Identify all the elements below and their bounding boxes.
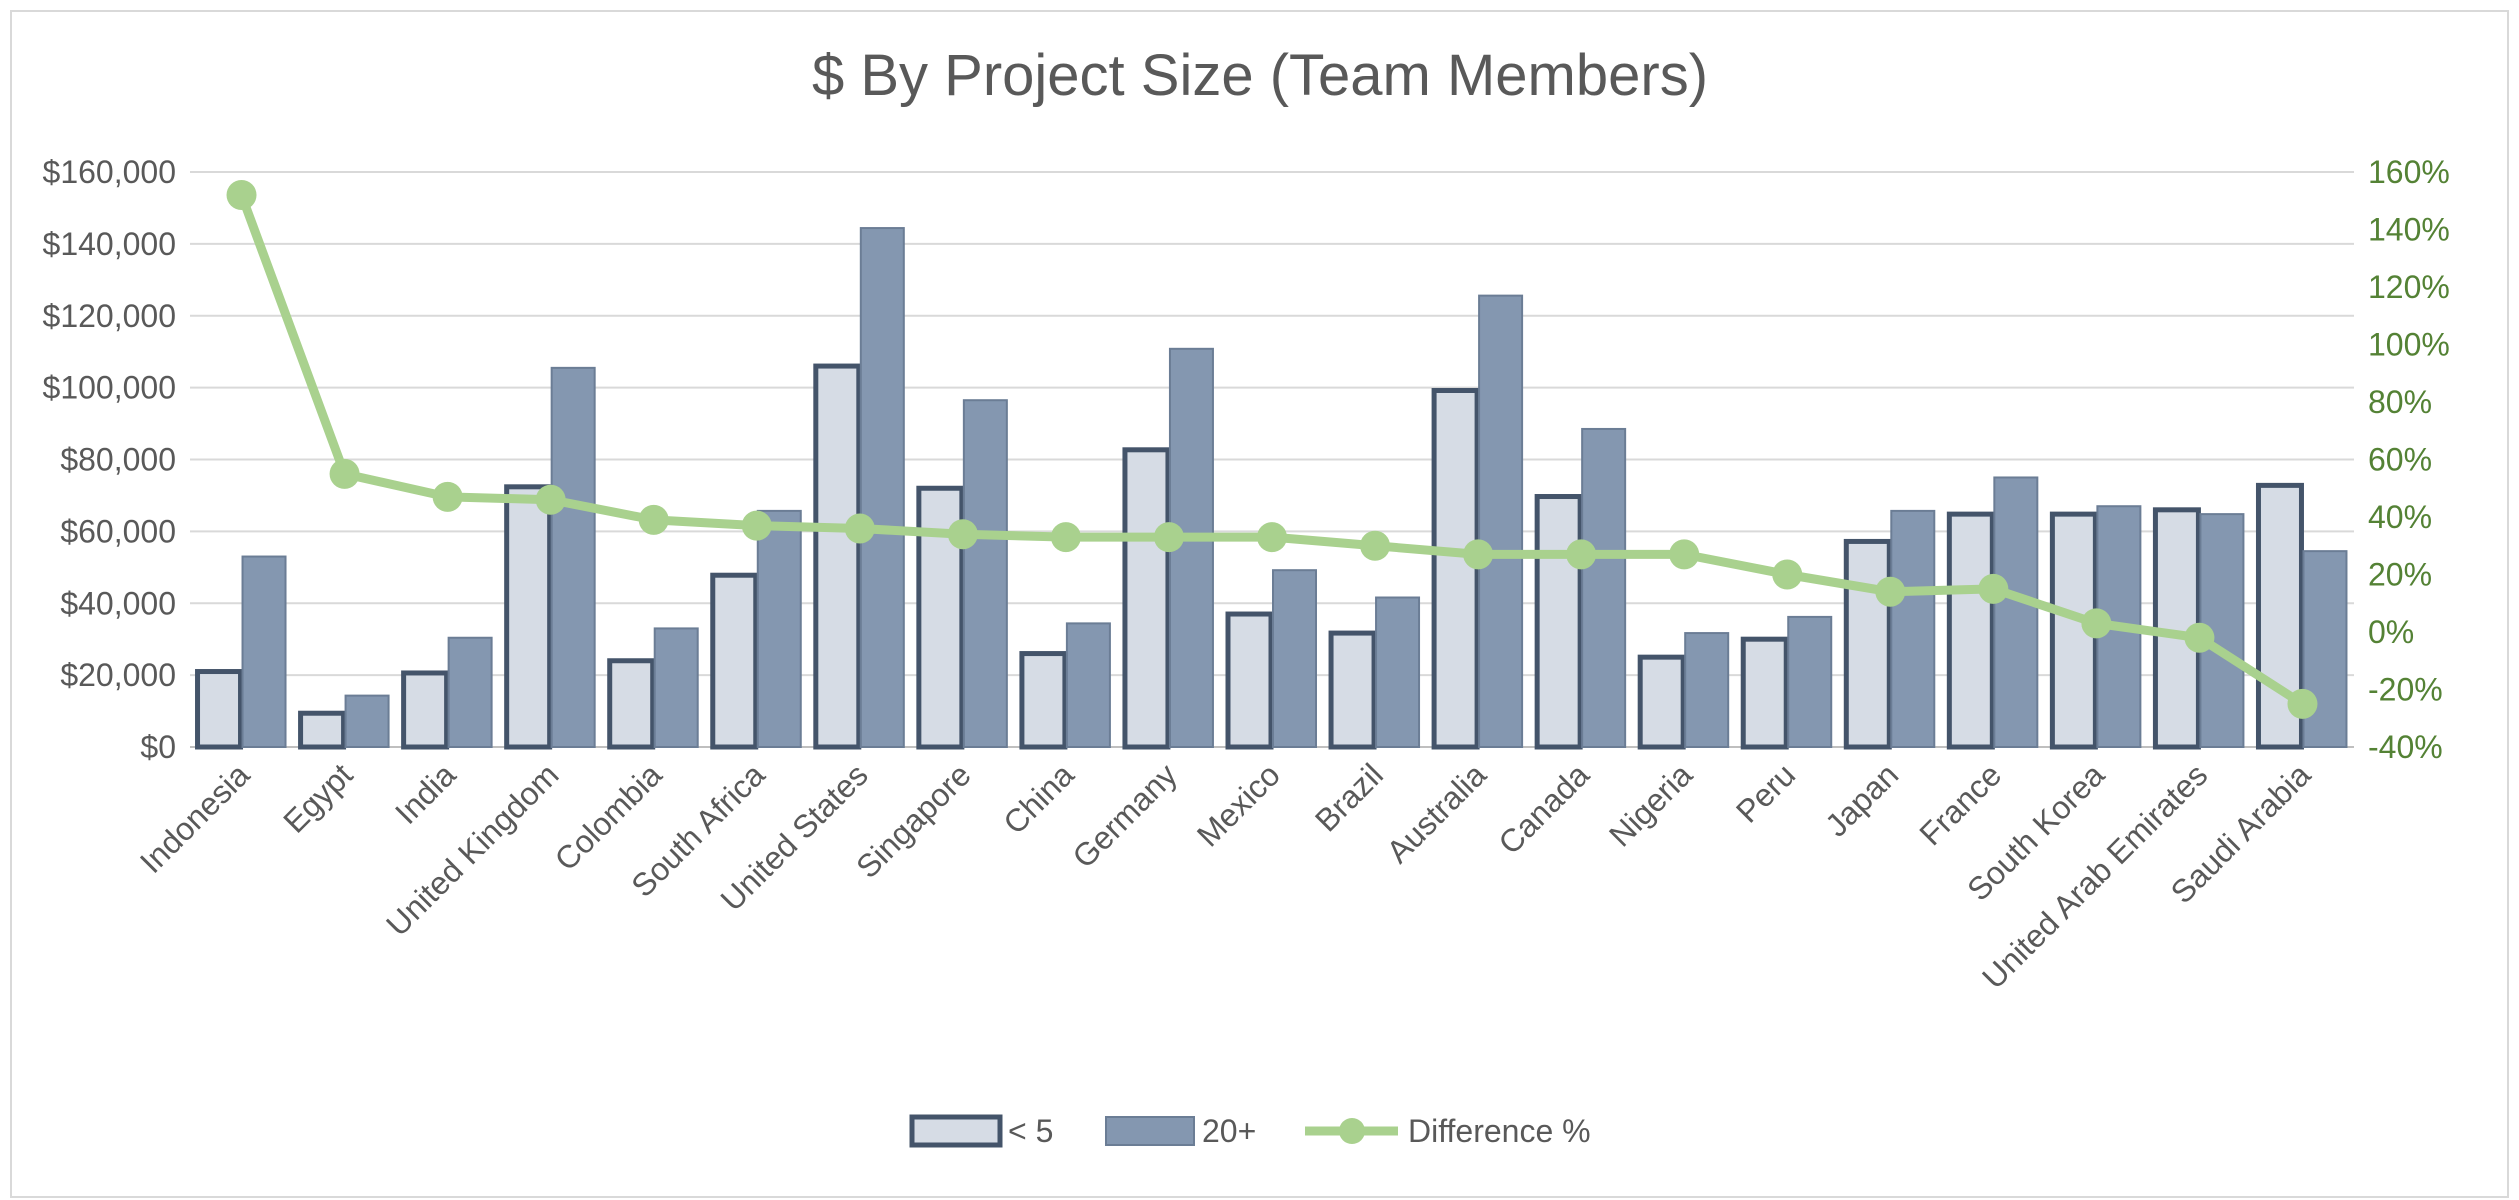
bar-lt5	[1740, 636, 1789, 750]
bar-20plus	[962, 399, 1008, 748]
bar-20plus	[447, 636, 493, 748]
left-axis-tick-label: $40,000	[60, 585, 176, 621]
bar-20plus	[1272, 569, 1317, 748]
left-axis-tick-label: $80,000	[60, 442, 176, 478]
difference-point	[329, 458, 360, 489]
bar-20plus	[2302, 550, 2348, 748]
difference-point	[947, 519, 978, 550]
difference-point	[1669, 539, 1700, 570]
left-axis-tick-label: $140,000	[43, 226, 176, 262]
bar-20plus	[241, 555, 287, 748]
difference-point	[844, 513, 875, 544]
bar-20plus	[1684, 632, 1730, 748]
difference-point	[1772, 559, 1803, 590]
difference-point	[1153, 522, 1184, 553]
bar-lt5	[1431, 388, 1480, 750]
difference-point	[2081, 608, 2112, 639]
left-axis-tick-label: $0	[140, 729, 176, 765]
bar-20plus	[1478, 294, 1524, 748]
right-axis-tick-label: 0%	[2368, 614, 2414, 650]
bar-20plus	[344, 694, 390, 748]
bar-lt5	[298, 710, 347, 750]
right-axis-tick-label: 80%	[2368, 384, 2432, 420]
bar-lt5	[504, 484, 553, 750]
bar-lt5	[1534, 494, 1583, 750]
bar-20plus	[1993, 476, 2039, 748]
bar-lt5	[1225, 611, 1274, 750]
legend-label-difference: Difference %	[1408, 1113, 1591, 1149]
difference-point	[226, 180, 257, 210]
bar-lt5	[1637, 654, 1686, 750]
bar-lt5	[1328, 630, 1377, 750]
left-axis-tick-label: $20,000	[60, 657, 176, 693]
bar-20plus	[550, 366, 596, 748]
right-axis-tick-label: 140%	[2368, 212, 2450, 248]
bar-lt5	[813, 363, 862, 750]
right-axis-tick-label: 100%	[2368, 327, 2450, 363]
bar-20plus	[756, 509, 802, 748]
bar-lt5	[607, 658, 656, 750]
bar-20plus	[1581, 427, 1627, 748]
difference-point	[1257, 522, 1287, 553]
difference-point	[1875, 576, 1906, 607]
difference-point	[1463, 539, 1494, 570]
right-axis-tick-label: -20%	[2368, 672, 2443, 708]
left-axis-tick-label: $160,000	[43, 154, 176, 190]
bar-20plus	[859, 227, 905, 748]
left-axis-tick-label: $120,000	[43, 298, 176, 334]
legend-label-20plus: 20+	[1202, 1113, 1256, 1149]
left-axis-tick-label: $60,000	[60, 513, 176, 549]
difference-point	[1978, 573, 2009, 604]
right-axis-tick-label: 60%	[2368, 442, 2432, 478]
difference-point	[2287, 688, 2318, 719]
difference-point	[1360, 530, 1391, 561]
bar-20plus	[653, 627, 699, 748]
right-axis-tick-label: 20%	[2368, 557, 2432, 593]
difference-point	[432, 481, 463, 512]
legend-swatch-lt5	[909, 1114, 1003, 1148]
right-axis-tick-label: -40%	[2368, 729, 2443, 765]
bar-20plus	[1065, 622, 1111, 748]
difference-point	[2184, 622, 2215, 653]
bar-20plus	[1890, 509, 1936, 748]
difference-point	[741, 510, 772, 541]
difference-point	[535, 484, 566, 515]
legend-marker-difference	[1339, 1118, 1365, 1144]
bar-lt5	[195, 669, 244, 750]
legend-label-lt5: < 5	[1008, 1113, 1053, 1149]
bar-20plus	[1787, 615, 1833, 748]
difference-point	[1566, 539, 1597, 570]
bar-20plus	[1375, 596, 1421, 748]
bar-lt5	[1122, 447, 1171, 750]
left-axis-tick-label: $100,000	[43, 370, 176, 406]
right-axis-tick-label: 40%	[2368, 499, 2432, 535]
legend: < 5 20+ Difference %	[909, 1113, 1591, 1149]
right-axis-tick-label: 120%	[2368, 269, 2450, 305]
bar-lt5	[710, 572, 759, 750]
legend-swatch-20plus	[1105, 1116, 1195, 1146]
bar-lt5	[1019, 651, 1068, 750]
bar-lt5	[1843, 538, 1892, 750]
chart-title: $ By Project Size (Team Members)	[812, 43, 1708, 108]
difference-point	[638, 504, 669, 535]
difference-point	[1050, 522, 1081, 553]
bar-lt5	[1946, 511, 1995, 750]
bar-lt5	[401, 670, 450, 750]
right-axis-tick-label: 160%	[2368, 154, 2450, 190]
